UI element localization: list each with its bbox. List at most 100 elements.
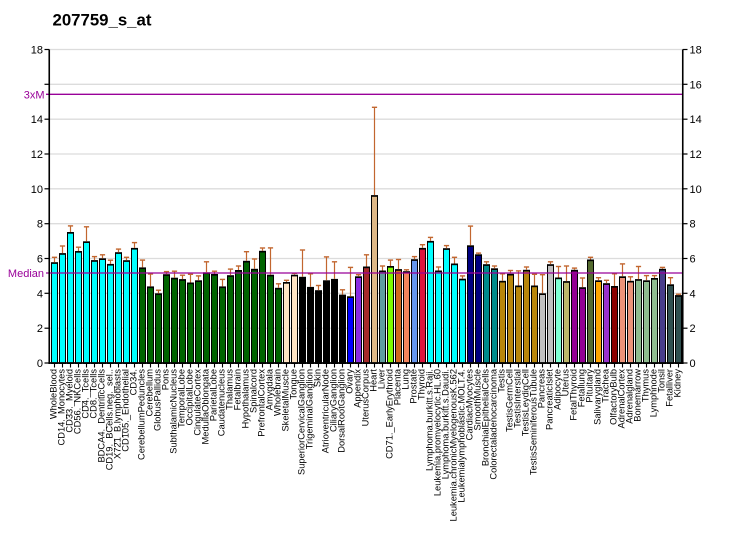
svg-text:AtrioventricularNode: AtrioventricularNode xyxy=(321,369,331,453)
svg-text:Tongue: Tongue xyxy=(289,369,299,400)
svg-text:4: 4 xyxy=(690,288,696,300)
svg-text:CD105._Endothelial: CD105._Endothelial xyxy=(121,369,131,452)
svg-text:CerebellumPeduncles: CerebellumPeduncles xyxy=(137,369,147,460)
svg-text:CiliaryGanglion: CiliaryGanglion xyxy=(329,369,339,432)
svg-text:FetalThyroid: FetalThyroid xyxy=(569,369,579,421)
svg-text:CardiacMyocytes: CardiacMyocytes xyxy=(465,369,475,441)
svg-text:14: 14 xyxy=(690,114,702,126)
svg-text:Thymus: Thymus xyxy=(641,369,651,402)
svg-text:SkeletalMuscle: SkeletalMuscle xyxy=(281,369,291,432)
svg-text:Wholebrain: Wholebrain xyxy=(273,369,283,416)
svg-text:TestisInterstial: TestisInterstial xyxy=(513,369,523,428)
svg-text:BronchialEpithelialCells: BronchialEpithelialCells xyxy=(481,369,491,467)
svg-text:8: 8 xyxy=(690,219,696,231)
svg-text:3xM: 3xM xyxy=(24,89,45,101)
svg-text:14: 14 xyxy=(31,114,43,126)
svg-text:Lung: Lung xyxy=(401,369,411,390)
svg-text:Hypothalamus: Hypothalamus xyxy=(241,369,251,429)
svg-text:6: 6 xyxy=(690,254,696,266)
svg-text:Uterus: Uterus xyxy=(561,369,571,397)
svg-text:Thyroid: Thyroid xyxy=(417,369,427,400)
svg-text:Salivarygland: Salivarygland xyxy=(593,369,603,425)
svg-text:Leukemia.promyelocytic.HL.60: Leukemia.promyelocytic.HL.60 xyxy=(433,369,443,496)
svg-text:CD34.: CD34. xyxy=(129,369,139,395)
svg-text:SubthalamicNucleus: SubthalamicNucleus xyxy=(169,369,179,454)
svg-text:Pons: Pons xyxy=(161,369,171,391)
svg-text:Fetalliver: Fetalliver xyxy=(665,369,675,407)
svg-text:OlfactoryBulb: OlfactoryBulb xyxy=(609,369,619,425)
svg-text:CD8._Tcells: CD8._Tcells xyxy=(89,369,99,419)
svg-text:SmoothMuscle: SmoothMuscle xyxy=(473,369,483,431)
svg-text:Caudatenucleus: Caudatenucleus xyxy=(217,369,227,437)
svg-text:4: 4 xyxy=(37,288,43,300)
svg-text:2: 2 xyxy=(690,323,696,335)
svg-text:GlobusPallidus: GlobusPallidus xyxy=(153,369,163,431)
svg-text:Bonemarrow: Bonemarrow xyxy=(633,369,643,422)
svg-text:CD56._NKCells: CD56._NKCells xyxy=(73,369,83,434)
svg-text:Heart: Heart xyxy=(369,369,379,392)
svg-text:12: 12 xyxy=(31,149,43,161)
svg-text:TemporalLobe: TemporalLobe xyxy=(177,369,187,428)
svg-text:CD19._BCells.neg._sel..: CD19._BCells.neg._sel.. xyxy=(105,369,115,470)
svg-text:UterusCorpus: UterusCorpus xyxy=(361,369,371,427)
svg-text:PancreaticIslet: PancreaticIslet xyxy=(545,369,555,430)
svg-text:TestisSeminiferousTubule: TestisSeminiferousTubule xyxy=(529,369,539,475)
svg-text:Pituitary: Pituitary xyxy=(585,369,595,403)
svg-text:AdrenalCortex: AdrenalCortex xyxy=(617,369,627,429)
svg-text:Skin: Skin xyxy=(313,369,323,387)
svg-text:Appendix: Appendix xyxy=(353,369,363,408)
svg-text:Median: Median xyxy=(8,268,44,280)
svg-text:CingulateCortex: CingulateCortex xyxy=(193,369,203,436)
svg-text:OccipitalLobe: OccipitalLobe xyxy=(185,369,195,425)
svg-text:12: 12 xyxy=(690,149,702,161)
svg-text:Thalamus: Thalamus xyxy=(225,369,235,410)
svg-text:Fetalbrain: Fetalbrain xyxy=(233,369,243,410)
svg-text:BDCA4._DentriticCells: BDCA4._DentriticCells xyxy=(97,369,107,463)
svg-text:X721_B.lymphoblasts: X721_B.lymphoblasts xyxy=(113,369,123,459)
svg-text:18: 18 xyxy=(31,45,43,57)
svg-text:207759_s_at: 207759_s_at xyxy=(53,11,152,30)
svg-text:TrigeminalGanglion: TrigeminalGanglion xyxy=(305,369,315,449)
svg-text:CD4._Tcells: CD4._Tcells xyxy=(81,369,91,419)
svg-text:Amygdala: Amygdala xyxy=(265,368,275,410)
svg-text:Lymphoma.burkitt.s.Daudi.: Lymphoma.burkitt.s.Daudi. xyxy=(441,369,451,479)
svg-text:Placenta: Placenta xyxy=(393,368,403,405)
svg-text:SuperiorCervicalGanglion: SuperiorCervicalGanglion xyxy=(297,369,307,475)
svg-text:Testis: Testis xyxy=(497,369,507,393)
svg-text:Fetallung: Fetallung xyxy=(577,369,587,407)
svg-text:6: 6 xyxy=(37,254,43,266)
svg-text:Spinalcord: Spinalcord xyxy=(249,369,259,413)
svg-text:MedullaOblongata: MedullaOblongata xyxy=(201,368,211,444)
svg-text:Tonsil: Tonsil xyxy=(657,369,667,393)
svg-text:2: 2 xyxy=(37,323,43,335)
svg-text:0: 0 xyxy=(690,358,696,370)
svg-text:Kidney: Kidney xyxy=(673,369,683,398)
svg-text:Pancreas: Pancreas xyxy=(537,369,547,409)
svg-text:Cerebellum: Cerebellum xyxy=(145,369,155,417)
svg-text:Prostate: Prostate xyxy=(409,369,419,404)
svg-text:18: 18 xyxy=(690,45,702,57)
svg-text:TestisGermCell: TestisGermCell xyxy=(505,369,515,432)
svg-text:WholeBlood: WholeBlood xyxy=(49,369,59,419)
svg-text:Leukemia.chronicMyelogenousK.5: Leukemia.chronicMyelogenousK.562 xyxy=(449,369,459,521)
svg-text:0: 0 xyxy=(37,358,43,370)
svg-text:Ovary: Ovary xyxy=(345,369,355,394)
svg-text:Liver: Liver xyxy=(377,369,387,389)
svg-text:10: 10 xyxy=(31,184,43,196)
svg-text:Colorectaladenocarcinoma: Colorectaladenocarcinoma xyxy=(489,368,499,479)
svg-text:10: 10 xyxy=(690,184,702,196)
svg-text:TestisLeydigCell: TestisLeydigCell xyxy=(521,369,531,436)
svg-text:8: 8 xyxy=(37,219,43,231)
svg-text:CD71._EarlyErythroid: CD71._EarlyErythroid xyxy=(385,369,395,459)
svg-text:Adrenalgland: Adrenalgland xyxy=(625,369,635,424)
svg-text:Leukemialymphoblastic.MOLT.4.: Leukemialymphoblastic.MOLT.4. xyxy=(457,369,467,503)
svg-text:Lymphnode: Lymphnode xyxy=(649,369,659,417)
svg-text:Lymphoma.burkitt.s.Raji.: Lymphoma.burkitt.s.Raji. xyxy=(425,369,435,471)
svg-text:ParietalLobe: ParietalLobe xyxy=(209,369,219,421)
svg-text:16: 16 xyxy=(690,79,702,91)
svg-text:DorsalRootGanglion: DorsalRootGanglion xyxy=(337,369,347,453)
svg-text:CD14._Monocytes: CD14._Monocytes xyxy=(57,369,67,446)
svg-text:Trachea: Trachea xyxy=(601,368,611,403)
svg-text:Adipocyte: Adipocyte xyxy=(553,369,563,410)
svg-text:CD33._Myeloid: CD33._Myeloid xyxy=(65,369,75,433)
